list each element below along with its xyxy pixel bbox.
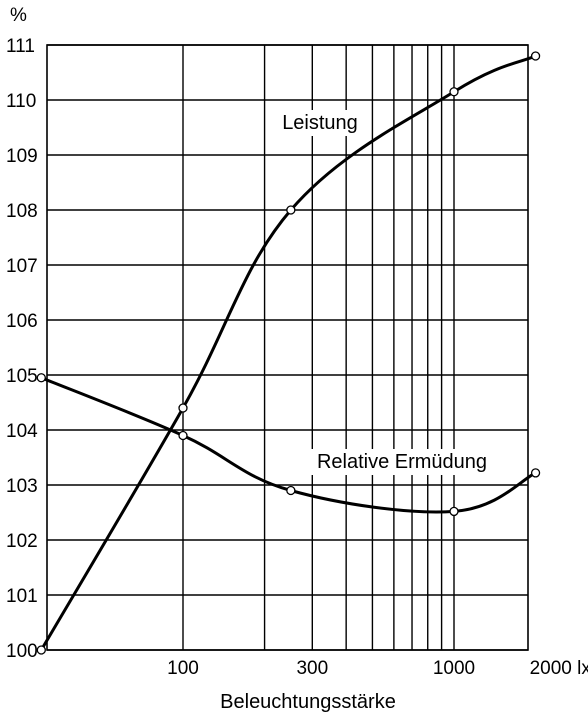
series-label-leistung: Leistung	[282, 112, 358, 134]
y-tick-label: 104	[6, 421, 38, 442]
y-tick-label: 109	[6, 146, 38, 167]
data-point	[178, 430, 188, 441]
data-point	[530, 468, 541, 478]
data-point	[286, 485, 296, 496]
data-point	[36, 645, 46, 655]
series-line-0	[39, 54, 538, 652]
series-label-ermuedung-background	[310, 449, 494, 475]
y-tick-label: 111	[6, 36, 35, 57]
y-tick-label: 103	[6, 476, 38, 497]
y-unit-label: %	[10, 5, 27, 26]
data-point	[286, 205, 296, 215]
y-tick-label: 108	[6, 201, 38, 222]
y-tick-label: 105	[6, 366, 38, 387]
y-tick-label: 110	[6, 91, 36, 112]
y-tick-label: 100	[6, 641, 38, 662]
plot-frame	[46, 44, 529, 651]
y-tick-label: 101	[6, 586, 38, 607]
data-point	[178, 403, 188, 413]
x-tick-label: 2000 lx	[530, 658, 588, 679]
data-point	[449, 506, 459, 517]
labels: % Beleuchtungsstärke Leistung Relative E…	[10, 5, 494, 713]
data-point	[449, 87, 459, 97]
series-label-ermuedung: Relative Ermüdung	[317, 451, 487, 473]
data-point	[530, 51, 541, 61]
x-axis-title: Beleuchtungsstärke	[220, 691, 396, 713]
axes: 100 101 102 103 104 105 106 107 108 109 110 111 100 3…	[6, 36, 588, 679]
series-label-leistung-background	[276, 110, 364, 136]
y-tick-label: 106	[6, 311, 38, 332]
data-point	[36, 373, 46, 383]
series	[36, 51, 541, 655]
x-tick-label: 1000	[433, 658, 475, 679]
y-tick-label: 102	[6, 531, 38, 552]
x-tick-label: 300	[296, 658, 328, 679]
y-tick-label: 107	[6, 256, 38, 277]
x-tick-label: 100	[167, 658, 199, 679]
